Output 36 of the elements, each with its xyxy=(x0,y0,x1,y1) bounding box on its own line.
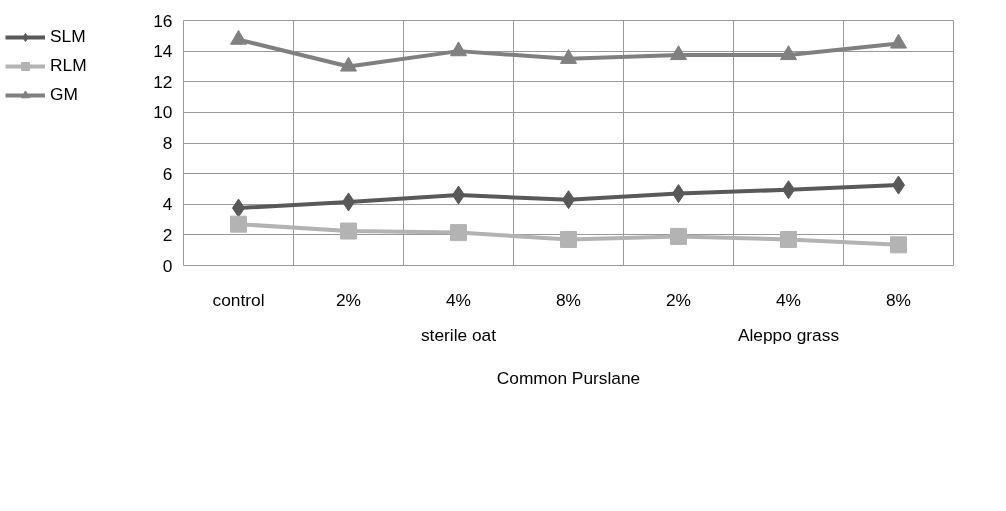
point xyxy=(670,45,687,61)
point xyxy=(670,227,687,245)
x-tick-label: 4% xyxy=(775,289,802,310)
point xyxy=(230,215,247,233)
y-tick-label: 12 xyxy=(153,71,173,92)
point xyxy=(890,33,907,49)
point xyxy=(450,224,467,242)
point xyxy=(780,45,797,61)
x-tick-label: 8% xyxy=(885,289,912,310)
x-tick-label: 2% xyxy=(665,289,692,310)
point xyxy=(230,29,247,45)
y-tick-label: 16 xyxy=(153,10,173,31)
point xyxy=(340,222,357,240)
y-tick-label: 14 xyxy=(153,41,173,62)
legend-label: SLM xyxy=(50,26,86,47)
y-tick-label: 10 xyxy=(153,102,173,123)
y-tick-label: 8 xyxy=(162,133,173,153)
point xyxy=(560,230,577,248)
y-tick-label: 0 xyxy=(162,255,173,276)
point xyxy=(780,230,797,248)
point xyxy=(560,49,577,64)
y-tick-label: 4 xyxy=(162,194,173,215)
legend-label: RLM xyxy=(50,55,87,76)
x-axis-title: Common Purslane xyxy=(496,367,641,388)
x-tick-label: control xyxy=(212,289,265,310)
point xyxy=(340,56,357,72)
point xyxy=(890,236,907,254)
text: sterile oat xyxy=(420,324,497,345)
y-tick-label: 6 xyxy=(162,163,173,184)
x-tick-label: 4% xyxy=(445,289,472,310)
point xyxy=(450,41,467,57)
text: Aleppo grass xyxy=(737,324,840,345)
legend-label: GM xyxy=(50,84,78,105)
x-tick-label: 8% xyxy=(555,289,582,310)
x-tick-label: 2% xyxy=(335,289,362,310)
y-tick-label: 2 xyxy=(162,224,173,245)
